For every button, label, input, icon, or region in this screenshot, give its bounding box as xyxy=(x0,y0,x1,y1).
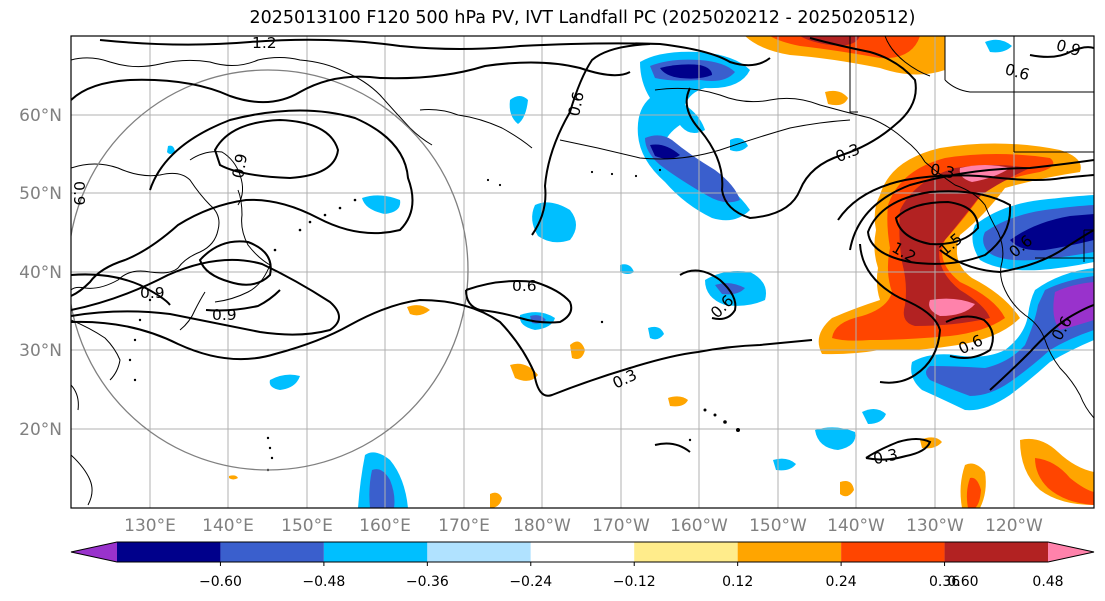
contour-label: 1.2 xyxy=(252,34,277,52)
lon-label: 160°W xyxy=(670,516,728,536)
pv-contours xyxy=(71,37,1094,461)
colorbar-tick-label: 0.12 xyxy=(722,574,753,590)
colorbar-segment xyxy=(117,542,221,562)
colorbar-segment xyxy=(323,542,428,562)
lat-label: 20°N xyxy=(19,420,62,440)
colorbar-segment xyxy=(841,542,945,562)
colorbar-tick-label: −0.60 xyxy=(199,574,242,590)
contour-label: 0.6 xyxy=(512,277,537,295)
colorbar-tick-label: −0.12 xyxy=(613,574,656,590)
lon-label: 150°E xyxy=(281,516,333,536)
colorbar-tick-label: 0.36 xyxy=(929,574,960,590)
colorbar-tick-label: −0.24 xyxy=(509,574,552,590)
colorbar-tick-label: 0.60 xyxy=(947,574,978,590)
pos-anomaly-main xyxy=(818,143,1081,355)
lon-label: 130°W xyxy=(906,516,964,536)
colorbar-segment xyxy=(944,542,1048,562)
lon-label: 170°W xyxy=(592,516,650,536)
lon-label: 140°W xyxy=(827,516,885,536)
lon-label: 120°W xyxy=(985,516,1043,536)
contour-label: 0.6 xyxy=(1003,60,1031,84)
lon-label: 180°W xyxy=(513,516,571,536)
lon-label: 160°E xyxy=(359,516,411,536)
lon-label: 170°E xyxy=(438,516,490,536)
lon-label: 140°E xyxy=(202,516,254,536)
colorbar-outline xyxy=(70,541,1095,563)
colorbar-segment xyxy=(737,542,842,562)
colorbar-tick-label: −0.48 xyxy=(302,574,345,590)
colorbar-segment xyxy=(71,542,117,562)
colorbar: −0.60 −0.48 −0.36 −0.24 −0.12 0.12 0.24 … xyxy=(70,541,1095,590)
latitude-labels: 60°N 50°N 40°N 30°N 20°N xyxy=(19,106,62,440)
lat-label: 30°N xyxy=(19,341,62,361)
colorbar-segment xyxy=(530,542,635,562)
contour-label: 0.3 xyxy=(929,160,956,182)
lon-label: 150°W xyxy=(749,516,807,536)
radius-circle xyxy=(71,69,469,471)
contour-label: 0.9 xyxy=(212,306,237,324)
contour-label: 0.9 xyxy=(70,181,88,206)
lon-label: 130°E xyxy=(124,516,176,536)
colorbar-tick-label: −0.36 xyxy=(406,574,449,590)
island-dots xyxy=(128,168,740,472)
longitude-labels: 130°E 140°E 150°E 160°E 170°E 180°W 170°… xyxy=(124,516,1043,536)
colorbar-tick-label: 0.48 xyxy=(1032,574,1063,590)
lat-label: 40°N xyxy=(19,263,62,283)
colorbar-segment xyxy=(220,542,324,562)
contour-label: 0.6 xyxy=(565,90,588,118)
contour-label: 0.9 xyxy=(140,284,165,302)
colorbar-segment xyxy=(427,542,531,562)
colorbar-segment xyxy=(634,542,738,562)
neg-anomaly-aleutian xyxy=(637,51,750,221)
map-frame xyxy=(70,35,1095,509)
contour-label: 0.3 xyxy=(872,446,900,469)
map-title: 2025013100 F120 500 hPa PV, IVT Landfall… xyxy=(249,8,916,28)
contour-label: 0.9 xyxy=(229,152,251,179)
colorbar-segment xyxy=(1048,542,1094,562)
ivt-shading xyxy=(167,36,1094,508)
lat-label: 50°N xyxy=(19,184,62,204)
colorbar-tick-label: 0.24 xyxy=(826,574,857,590)
contour-label: 0.9 xyxy=(1054,36,1082,60)
lat-label: 60°N xyxy=(19,106,62,126)
